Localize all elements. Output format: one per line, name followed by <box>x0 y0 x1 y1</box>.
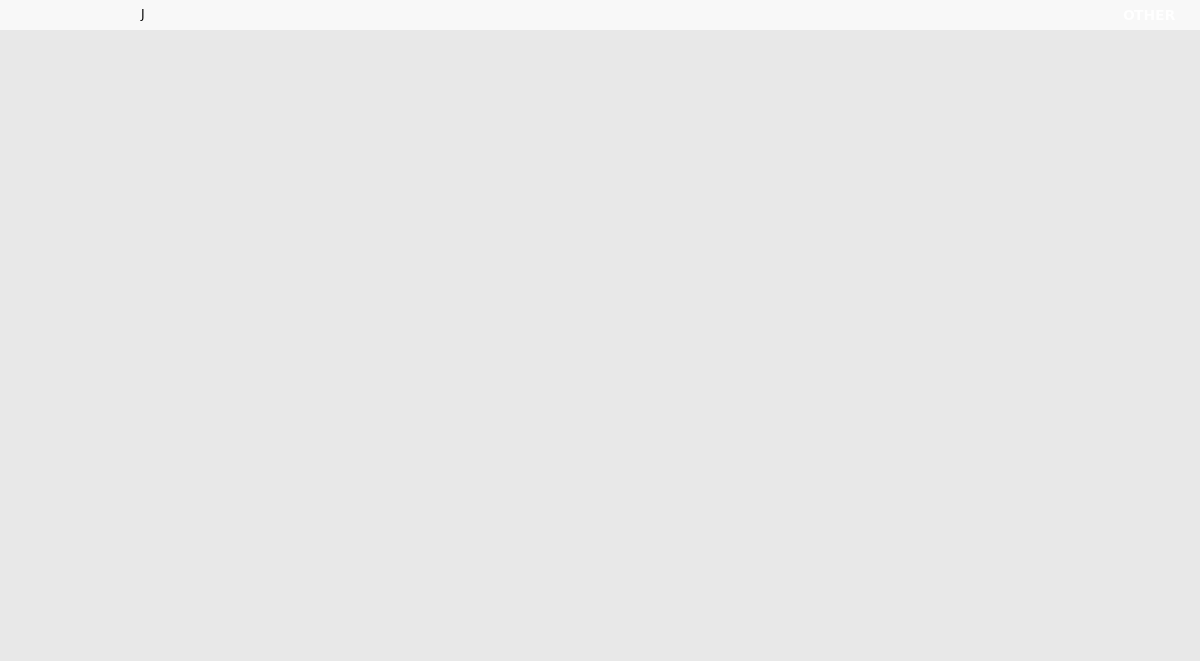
Text: C: C <box>773 598 779 607</box>
Text: J: J <box>140 9 144 21</box>
Text: =: = <box>61 233 72 245</box>
Text: 5: 5 <box>853 609 859 617</box>
Text: =: = <box>61 200 72 213</box>
Text: OTHER: OTHER <box>1123 9 1176 23</box>
Text: A: A <box>41 340 47 349</box>
Text: 0: 0 <box>125 186 132 200</box>
Text: B: B <box>215 373 221 383</box>
Text: 5: 5 <box>706 609 710 617</box>
Text: $P_C$: $P_C$ <box>127 407 142 422</box>
FancyBboxPatch shape <box>80 297 170 315</box>
Text: BC: BC <box>490 43 508 56</box>
Text: 0.00578: 0.00578 <box>101 332 150 345</box>
Text: (a) Find the volumes V: (a) Find the volumes V <box>30 380 170 393</box>
FancyBboxPatch shape <box>80 330 170 347</box>
Text: 0.01135e5: 0.01135e5 <box>97 153 160 167</box>
Text: ✓: ✓ <box>180 311 191 325</box>
Text: The PV diagram in the figure below shows a set of thermodynamic processes that m: The PV diagram in the figure below shows… <box>30 626 1162 639</box>
Text: D: D <box>144 402 154 415</box>
Text: V: V <box>352 408 361 421</box>
Text: AB: AB <box>41 227 53 236</box>
Text: $V_B$: $V_B$ <box>311 403 325 418</box>
Text: J: J <box>203 200 206 213</box>
Text: $P_A$: $P_A$ <box>127 565 142 580</box>
Text: =: = <box>52 345 71 358</box>
Text: BC: BC <box>41 194 53 203</box>
Text: =: = <box>61 167 72 180</box>
Text: K. There are: K. There are <box>144 604 228 617</box>
Text: DA: DA <box>41 128 54 137</box>
Text: =: = <box>52 313 71 326</box>
Text: tot: tot <box>41 95 54 104</box>
Text: Pa, and P: Pa, and P <box>709 604 772 617</box>
Text: P: P <box>146 588 154 602</box>
Text: = 1.01 × 10: = 1.01 × 10 <box>508 604 588 617</box>
Text: .: . <box>223 380 227 393</box>
FancyBboxPatch shape <box>80 151 176 169</box>
Text: B: B <box>625 598 631 607</box>
Text: =: = <box>61 134 72 147</box>
Text: ✓: ✓ <box>186 231 197 244</box>
Text: B: B <box>41 307 47 316</box>
Text: -3.958e3: -3.958e3 <box>102 219 155 232</box>
FancyBboxPatch shape <box>80 86 176 103</box>
Text: C: C <box>330 408 338 421</box>
Text: temperature of       K. There are        mol of gas undergoing the cycle with P: temperature of K. There are mol of gas u… <box>30 604 505 617</box>
Text: V: V <box>30 345 38 358</box>
Text: W: W <box>30 200 42 213</box>
Text: ✓: ✓ <box>180 344 191 357</box>
Text: W: W <box>30 233 42 245</box>
Text: J: J <box>203 101 206 114</box>
Text: 6: 6 <box>583 609 588 617</box>
Text: ✓: ✓ <box>186 198 197 212</box>
Text: J: J <box>203 167 206 180</box>
Text: W: W <box>30 134 42 147</box>
Text: $V_A$: $V_A$ <box>143 403 157 418</box>
Text: J: J <box>203 233 206 245</box>
Text: mol of gas undergoing the cycle with P: mol of gas undergoing the cycle with P <box>257 604 505 617</box>
Text: 1.95: 1.95 <box>232 604 263 617</box>
Text: and V: and V <box>178 380 217 393</box>
Text: CD: CD <box>41 161 54 170</box>
Text: A: A <box>503 598 509 607</box>
Text: (c) Find the change in thermal energy during the constant-volume process: (c) Find the change in thermal energy du… <box>30 43 500 56</box>
Text: 0.0114: 0.0114 <box>104 299 146 313</box>
Text: m³: m³ <box>200 313 217 326</box>
Text: 360: 360 <box>125 604 150 617</box>
Text: J: J <box>203 134 206 147</box>
Text: m³: m³ <box>200 345 217 358</box>
Text: = 5.10 × 10: = 5.10 × 10 <box>630 604 710 617</box>
Text: A: A <box>162 572 170 586</box>
Text: W: W <box>30 167 42 180</box>
Text: = 2.02 × 10: = 2.02 × 10 <box>778 604 858 617</box>
Text: Pa.: Pa. <box>858 604 881 617</box>
Text: =: = <box>61 101 72 114</box>
Text: V: V <box>30 313 38 326</box>
FancyBboxPatch shape <box>80 184 176 202</box>
Text: .: . <box>505 43 509 56</box>
Text: ✓: ✓ <box>186 165 197 178</box>
Text: (b) Find the work done in each process of the cycle and the total work done for : (b) Find the work done in each process o… <box>30 265 632 278</box>
FancyBboxPatch shape <box>80 217 176 234</box>
Text: W: W <box>30 101 42 114</box>
FancyBboxPatch shape <box>30 0 138 10</box>
Text: A: A <box>169 373 175 383</box>
Text: Pa, P: Pa, P <box>587 604 622 617</box>
FancyBboxPatch shape <box>80 119 176 136</box>
Text: $P_B$: $P_B$ <box>127 467 142 483</box>
Text: B: B <box>330 469 338 481</box>
